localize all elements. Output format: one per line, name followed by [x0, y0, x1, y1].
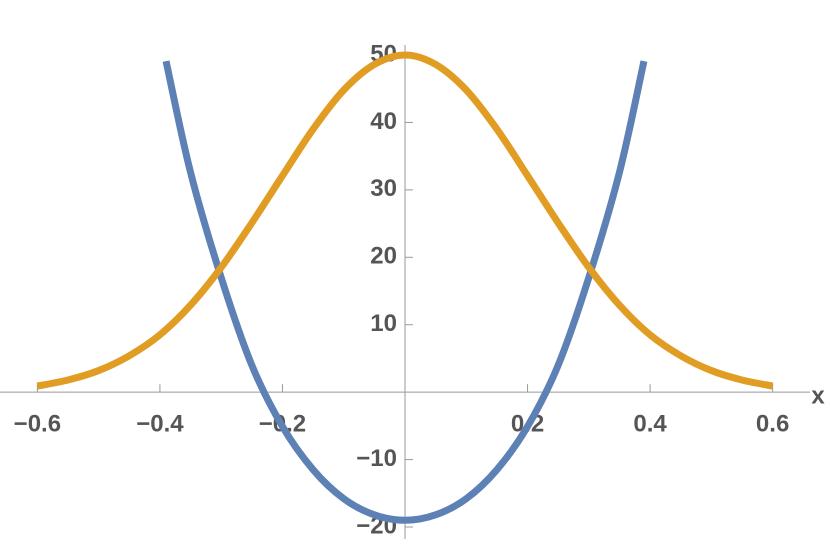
x-tick-label: 0.6: [756, 410, 789, 437]
x-tick-label: −0.6: [14, 410, 61, 437]
x-tick-label: 0.4: [633, 410, 667, 437]
line: [162, 60, 648, 524]
y-tick-label: 40: [370, 108, 397, 135]
y-tick-label: −10: [356, 445, 397, 472]
line: [36, 51, 774, 390]
y-tick-label: 30: [370, 175, 397, 202]
y-tick-label: 20: [370, 243, 397, 270]
y-tick-label: 10: [370, 310, 397, 337]
x-tick-label: −0.4: [136, 410, 184, 437]
x-axis-label: x: [811, 382, 825, 409]
